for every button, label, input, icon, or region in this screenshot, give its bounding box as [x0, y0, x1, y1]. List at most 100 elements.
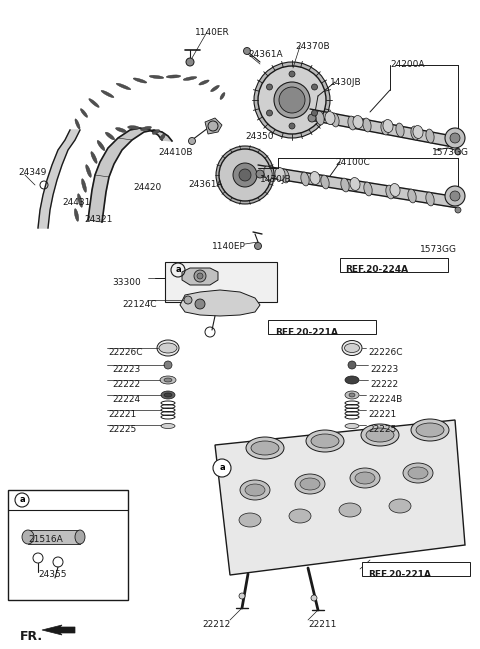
Text: 22223: 22223	[112, 365, 140, 374]
Ellipse shape	[311, 595, 317, 601]
Bar	[340, 258, 448, 272]
Ellipse shape	[403, 463, 433, 483]
Circle shape	[254, 243, 262, 249]
Ellipse shape	[160, 376, 176, 384]
Ellipse shape	[413, 125, 423, 138]
Circle shape	[308, 114, 316, 122]
Circle shape	[164, 361, 172, 369]
Ellipse shape	[331, 113, 339, 127]
Ellipse shape	[161, 424, 175, 428]
Circle shape	[239, 169, 251, 181]
Ellipse shape	[86, 165, 91, 177]
Ellipse shape	[339, 503, 361, 517]
Circle shape	[243, 47, 251, 55]
Polygon shape	[310, 109, 458, 148]
Circle shape	[219, 149, 271, 201]
Text: 22223: 22223	[370, 365, 398, 374]
Ellipse shape	[239, 513, 261, 527]
Polygon shape	[42, 625, 75, 635]
Ellipse shape	[220, 93, 225, 99]
Polygon shape	[182, 268, 218, 285]
Text: 24349: 24349	[18, 168, 47, 177]
Ellipse shape	[97, 140, 105, 151]
Polygon shape	[88, 128, 172, 222]
Circle shape	[312, 84, 317, 90]
Circle shape	[274, 82, 310, 118]
Ellipse shape	[199, 80, 209, 85]
Ellipse shape	[141, 127, 151, 130]
Circle shape	[455, 207, 461, 213]
Text: 24431: 24431	[62, 198, 90, 207]
Polygon shape	[258, 165, 458, 208]
Ellipse shape	[350, 178, 360, 190]
Bar	[28, 530, 80, 544]
Ellipse shape	[251, 441, 279, 455]
Text: a: a	[175, 265, 181, 275]
Bar	[8, 490, 128, 600]
Text: 24355: 24355	[38, 570, 67, 579]
Ellipse shape	[321, 175, 329, 189]
Text: 24370B: 24370B	[295, 42, 330, 51]
Ellipse shape	[411, 419, 449, 441]
Circle shape	[445, 186, 465, 206]
Text: 24410B: 24410B	[158, 148, 192, 157]
Ellipse shape	[289, 509, 311, 523]
Ellipse shape	[264, 166, 272, 180]
Circle shape	[256, 170, 264, 178]
Ellipse shape	[426, 192, 434, 206]
Circle shape	[258, 66, 326, 134]
Text: 22225: 22225	[108, 425, 136, 434]
Ellipse shape	[408, 467, 428, 479]
Ellipse shape	[342, 341, 362, 356]
Ellipse shape	[245, 484, 265, 496]
Ellipse shape	[128, 126, 139, 129]
Polygon shape	[215, 420, 465, 575]
Ellipse shape	[383, 119, 393, 132]
Ellipse shape	[149, 75, 164, 79]
Ellipse shape	[22, 530, 34, 544]
Circle shape	[184, 296, 192, 304]
Text: 1430JB: 1430JB	[260, 175, 292, 184]
Text: 24350: 24350	[245, 132, 274, 141]
Text: 22224: 22224	[112, 395, 140, 404]
Text: REF.20-224A: REF.20-224A	[345, 265, 408, 274]
Ellipse shape	[363, 118, 371, 132]
Ellipse shape	[275, 167, 285, 180]
Circle shape	[266, 84, 273, 90]
Ellipse shape	[164, 378, 172, 382]
Ellipse shape	[310, 171, 320, 184]
Text: 22224B: 22224B	[368, 395, 402, 404]
Ellipse shape	[416, 423, 444, 437]
Ellipse shape	[348, 116, 356, 130]
Ellipse shape	[386, 185, 394, 199]
Text: 1573GG: 1573GG	[432, 148, 469, 157]
Circle shape	[455, 149, 461, 155]
Ellipse shape	[353, 116, 363, 129]
Polygon shape	[205, 118, 222, 134]
Polygon shape	[38, 130, 80, 228]
Ellipse shape	[89, 99, 99, 107]
Text: 24420: 24420	[133, 183, 161, 192]
Ellipse shape	[157, 340, 179, 356]
Text: 22222: 22222	[112, 380, 140, 389]
Text: 22124C: 22124C	[122, 300, 156, 309]
Ellipse shape	[78, 194, 83, 207]
Circle shape	[197, 273, 203, 279]
Ellipse shape	[355, 472, 375, 484]
Circle shape	[348, 361, 356, 369]
Ellipse shape	[183, 77, 197, 80]
Ellipse shape	[75, 119, 80, 129]
Circle shape	[189, 138, 195, 145]
Circle shape	[195, 299, 205, 309]
Text: 21516A: 21516A	[28, 535, 63, 544]
Text: a: a	[19, 495, 25, 504]
Text: 24321: 24321	[84, 215, 112, 224]
Text: 1140EP: 1140EP	[212, 242, 246, 251]
Ellipse shape	[411, 126, 419, 140]
Text: a: a	[219, 463, 225, 472]
Ellipse shape	[74, 209, 79, 221]
Ellipse shape	[81, 108, 87, 117]
Ellipse shape	[341, 178, 349, 192]
Text: 1430JB: 1430JB	[330, 78, 361, 87]
Ellipse shape	[301, 172, 309, 186]
